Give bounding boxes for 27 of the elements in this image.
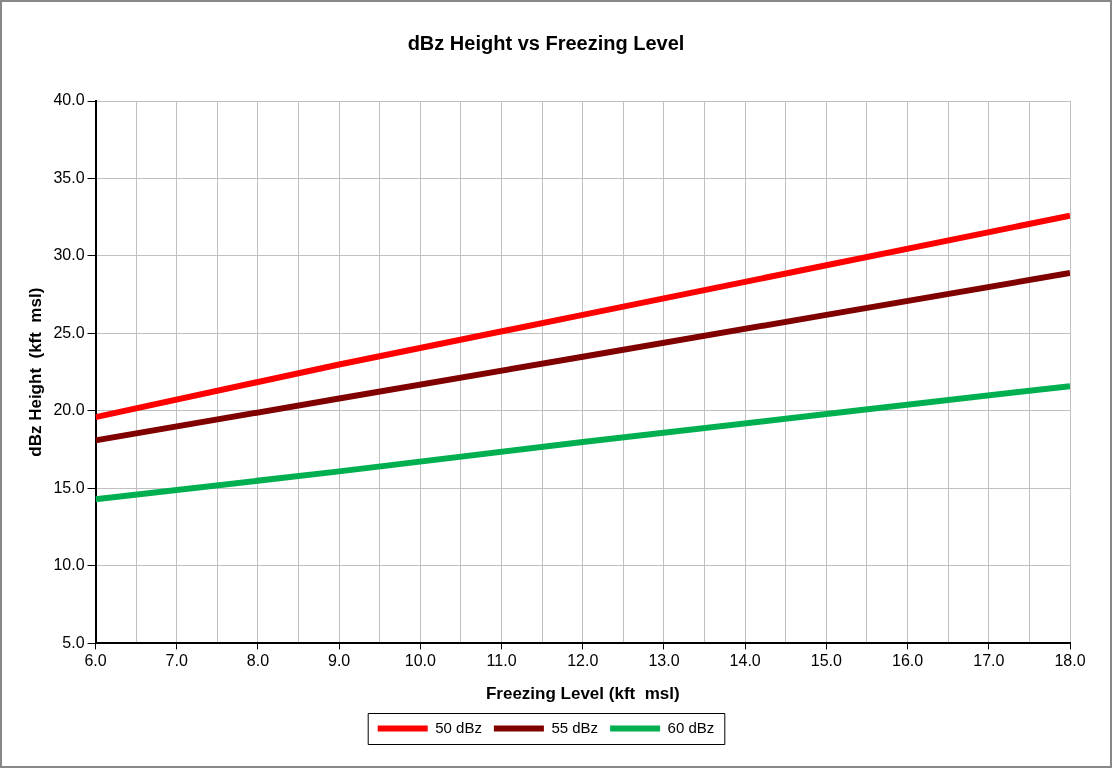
x-tick-label: 17.0 bbox=[973, 652, 1005, 670]
y-axis-title: dBz Height (kft msl) bbox=[25, 287, 45, 457]
y-tick-label: 40.0 bbox=[53, 91, 85, 109]
legend-label: 50 dBz bbox=[435, 718, 482, 736]
y-tick-label: 5.0 bbox=[62, 633, 85, 651]
x-tick-label: 6.0 bbox=[84, 652, 107, 670]
x-tick-label: 16.0 bbox=[892, 652, 924, 670]
x-tick-label: 8.0 bbox=[246, 652, 270, 670]
y-tick-label: 15.0 bbox=[53, 478, 85, 496]
x-tick-label: 10.0 bbox=[404, 652, 437, 670]
y-tick-label: 25.0 bbox=[53, 323, 85, 341]
x-tick-label: 15.0 bbox=[810, 652, 843, 670]
x-tick-label: 11.0 bbox=[486, 652, 517, 670]
y-tick-label: 20.0 bbox=[53, 401, 85, 419]
x-tick-label: 13.0 bbox=[648, 652, 680, 670]
y-tick-label: 35.0 bbox=[53, 168, 85, 186]
y-tick-label: 10.0 bbox=[53, 556, 85, 574]
legend-label: 55 dBz bbox=[551, 718, 599, 736]
x-tick-label: 14.0 bbox=[729, 652, 761, 670]
x-axis-title: Freezing Level (kft msl) bbox=[485, 684, 680, 704]
x-tick-label: 12.0 bbox=[567, 652, 599, 670]
y-tick-label: 30.0 bbox=[53, 246, 85, 264]
chart-title: dBz Height vs Freezing Level bbox=[407, 31, 685, 54]
x-tick-label: 9.0 bbox=[328, 652, 351, 670]
legend-label: 60 dBz bbox=[667, 718, 715, 736]
x-tick-label: 18.0 bbox=[1054, 652, 1086, 670]
x-tick-label: 7.0 bbox=[165, 652, 188, 670]
